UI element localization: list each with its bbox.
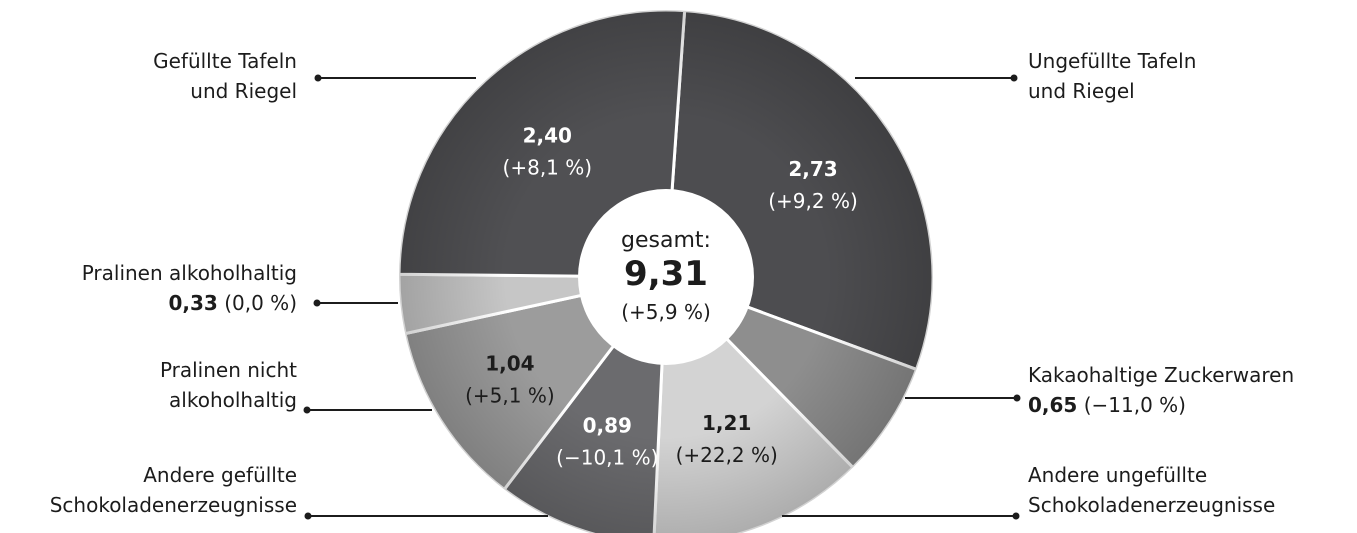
change-kakaohaltige-zuckerwaren: (−11,0 %): [1083, 393, 1186, 417]
leader-dot-6: [1012, 512, 1020, 520]
slice-value-0: 2,73: [788, 157, 837, 181]
leader-dot-0: [314, 74, 322, 82]
slice-change-3: (−10,1 %): [556, 446, 658, 470]
slice-value-3: 0,89: [583, 414, 632, 438]
pie-center-hole: [578, 189, 754, 365]
total-value: 9,31: [624, 254, 708, 294]
leader-dot-1: [1010, 74, 1018, 82]
leader-dot-2: [313, 299, 321, 307]
label-andere-gefuellte: Andere gefüllte Schokoladenerzeugnisse: [49, 463, 297, 517]
change-pralinen-alkoholhaltig: (0,0 %): [224, 291, 297, 315]
slice-value-4: 1,04: [485, 351, 534, 375]
value-kakaohaltige-zuckerwaren: 0,65: [1028, 393, 1078, 417]
slice-change-2: (+22,2 %): [676, 443, 778, 467]
value-pralinen-alkoholhaltig: 0,33: [168, 291, 218, 315]
slice-change-4: (+5,1 %): [465, 383, 555, 407]
total-change: (+5,9 %): [621, 300, 711, 324]
leader-dot-3: [303, 406, 311, 414]
label-pralinen-nicht-alkoholhaltig: Pralinen nicht alkoholhaltig: [159, 358, 297, 412]
slice-change-0: (+9,2 %): [768, 189, 858, 213]
slice-change-6: (+8,1 %): [503, 155, 593, 179]
label-pralinen-alkoholhaltig: Pralinen alkoholhaltig 0,33 (0,0 %): [81, 261, 297, 315]
leader-dot-5: [304, 512, 312, 520]
label-andere-ungefuellte: Andere ungefüllte Schokoladenerzeugnisse: [1028, 463, 1276, 517]
leader-dot-4: [1013, 394, 1021, 402]
slice-value-6: 2,40: [523, 123, 572, 147]
slice-value-2: 1,21: [702, 411, 751, 435]
label-gefuellte-tafeln: Gefüllte Tafeln und Riegel: [153, 49, 297, 103]
label-kakaohaltige-zuckerwaren: Kakaohaltige Zuckerwaren 0,65 (−11,0 %): [1028, 363, 1295, 417]
label-ungefuellte-tafeln: Ungefüllte Tafeln und Riegel: [1028, 49, 1197, 103]
total-label: gesamt:: [621, 228, 711, 253]
